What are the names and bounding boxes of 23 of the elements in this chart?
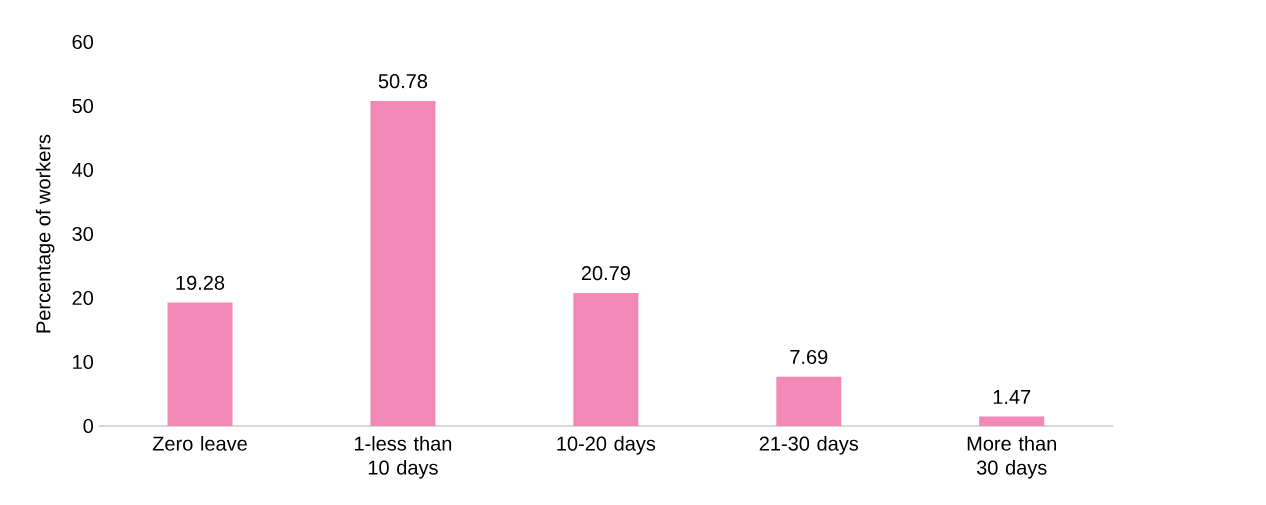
data-label: 20.79 [581,266,630,281]
bar [776,376,842,426]
data-label: 19.28 [176,275,225,290]
bar [573,292,639,426]
bar [370,101,436,426]
y-tick-label: 20 [72,290,94,306]
data-label: 7.69 [790,349,828,365]
x-tick-label: 21-30 days [759,436,859,455]
y-tick-label: 60 [72,34,94,50]
y-tick-label: 10 [73,354,94,370]
x-tick-label: 10-20 days [557,436,656,455]
bar [979,416,1045,426]
data-label: 50.78 [378,74,428,89]
x-tick-label: More than 30 days [967,436,1056,479]
data-label: 1.47 [993,390,1031,404]
y-tick-label: 50 [72,98,94,114]
y-tick-label: 40 [72,162,94,178]
y-axis-title: Percentage of workers [35,134,55,333]
x-tick-label: Zero leave [152,436,247,451]
y-tick-label: 0 [83,418,94,434]
x-tick-label: 1-less than 10 days [355,436,452,479]
bar [167,302,233,426]
y-tick-label: 30 [72,226,94,242]
